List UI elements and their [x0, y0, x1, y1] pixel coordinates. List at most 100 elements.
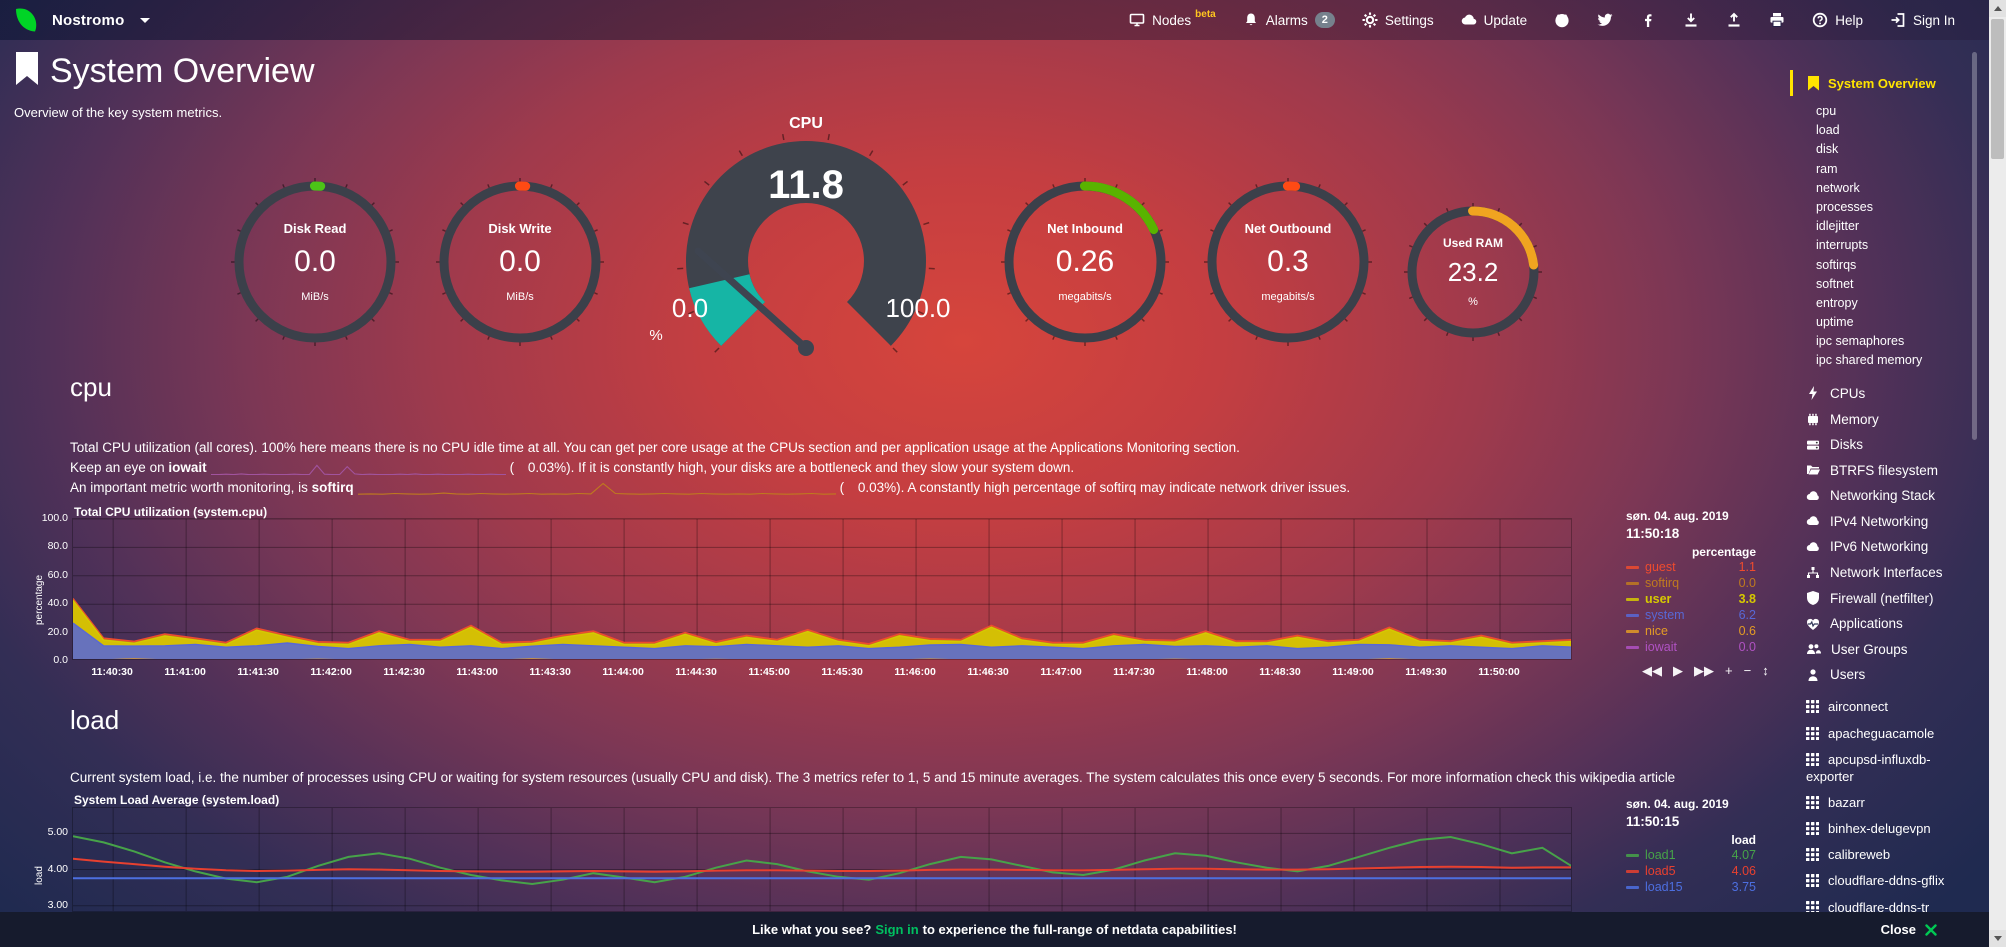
- sidebar-section-firewall[interactable]: Firewall (netfilter): [1790, 585, 1989, 611]
- x-tick-label: 11:44:00: [602, 666, 644, 678]
- sidebar-item-binhex-delugevpn[interactable]: binhex-delugevpn: [1790, 816, 1989, 842]
- sidebar-item-ipc-semaphores[interactable]: ipc semaphores: [1816, 334, 1905, 349]
- host-selector[interactable]: Nostromo: [0, 6, 151, 34]
- sidebar-item-processes[interactable]: processes: [1816, 199, 1873, 214]
- resize-icon[interactable]: ↕: [1762, 663, 1769, 678]
- page-scrollbar[interactable]: [1989, 0, 2006, 947]
- sidebar-item-bazarr[interactable]: bazarr: [1790, 789, 1989, 815]
- legend-row-guest[interactable]: guest 1.1: [1626, 559, 1756, 575]
- sidebar-item-entropy[interactable]: entropy: [1816, 295, 1858, 310]
- settings-label: Settings: [1384, 12, 1434, 28]
- nav-item-signin[interactable]: Sign In: [1890, 12, 1955, 28]
- nav-item-export[interactable]: [1726, 12, 1742, 28]
- x-tick-label: 11:41:00: [164, 666, 206, 678]
- x-tick-label: 11:45:00: [748, 666, 790, 678]
- legend-row-user[interactable]: user 3.8: [1626, 591, 1756, 607]
- nav-item-print[interactable]: [1769, 12, 1785, 28]
- help-icon: [1813, 12, 1828, 28]
- sidebar-item-ram[interactable]: ram: [1816, 161, 1838, 176]
- nav-item-facebook[interactable]: [1640, 12, 1656, 28]
- sidebar-item-cloudflare-ddns-gflix[interactable]: cloudflare-ddns-gflix: [1790, 868, 1989, 894]
- sidebar-item-calibreweb[interactable]: calibreweb: [1790, 842, 1989, 868]
- gauge-disk-write[interactable]: Disk Write 0.0 MiB/s: [435, 177, 605, 347]
- load-chart[interactable]: System Load Average (system.load) load 3…: [34, 793, 1788, 912]
- zoom-in-icon[interactable]: +: [1725, 663, 1733, 678]
- nav-item-settings[interactable]: Settings: [1362, 12, 1434, 28]
- legend-series-name: softirq: [1645, 576, 1680, 590]
- sidebar-item-airconnect[interactable]: airconnect: [1790, 694, 1989, 720]
- sidebar-section-disks[interactable]: Disks: [1790, 432, 1989, 458]
- sidebar-item-uptime[interactable]: uptime: [1816, 315, 1854, 330]
- scroll-down-button[interactable]: [1989, 930, 2006, 947]
- legend-row-system[interactable]: system 6.2: [1626, 607, 1756, 623]
- sidebar-item-ipc-shared-memory[interactable]: ipc shared memory: [1816, 353, 1923, 368]
- nav-item-nodes[interactable]: Nodes beta: [1129, 9, 1216, 28]
- legend-row-load15[interactable]: load15 3.75: [1626, 879, 1756, 895]
- sidebar-item-network[interactable]: network: [1816, 180, 1860, 195]
- sidebar-item-system-overview[interactable]: System Overview: [1790, 70, 1989, 96]
- pan-forward-icon[interactable]: ▶▶: [1694, 663, 1714, 678]
- legend-row-load1[interactable]: load1 4.07: [1626, 847, 1756, 863]
- nav-item-help[interactable]: Help: [1812, 12, 1863, 28]
- nav-item-alarms[interactable]: Alarms 2: [1243, 12, 1335, 28]
- legend-row-load5[interactable]: load5 4.06: [1626, 863, 1756, 879]
- gauge-cpu[interactable]: CPU 11.8 0.0 100.0 %: [649, 115, 956, 373]
- sidebar-section-network-interfaces[interactable]: Network Interfaces: [1790, 560, 1989, 586]
- sidebar-item-cpu[interactable]: cpu: [1816, 104, 1837, 118]
- sidebar-section-users[interactable]: Users: [1790, 662, 1989, 688]
- pan-backward-icon[interactable]: ◀◀: [1642, 663, 1662, 678]
- nav-item-import[interactable]: [1683, 12, 1699, 28]
- gauge-net-outbound[interactable]: Net Outbound 0.3 megabits/s: [1203, 177, 1373, 347]
- legend-series-value: 1.1: [1738, 560, 1756, 574]
- sidebar-item-disk[interactable]: disk: [1816, 142, 1839, 157]
- sidebar-item-load[interactable]: load: [1816, 123, 1840, 138]
- zoom-out-icon[interactable]: −: [1743, 663, 1752, 678]
- scrollbar-thumb[interactable]: [1991, 19, 2004, 159]
- sidebar-section-ipv4[interactable]: IPv4 Networking: [1790, 509, 1989, 535]
- sidebar-scrollbar[interactable]: [1972, 52, 1977, 440]
- sidebar-section-ipv6[interactable]: IPv6 Networking: [1790, 534, 1989, 560]
- x-tick-label: 11:47:00: [1040, 666, 1082, 678]
- x-tick-label: 11:42:30: [383, 666, 425, 678]
- x-tick-label: 11:48:30: [1259, 666, 1301, 678]
- banner-close-button[interactable]: Close: [1881, 922, 1937, 937]
- legend-row-softirq[interactable]: softirq 0.0: [1626, 575, 1756, 591]
- gauge-net-inbound[interactable]: Net Inbound 0.26 megabits/s: [1000, 177, 1170, 347]
- sidebar-section-networking-stack[interactable]: Networking Stack: [1790, 483, 1989, 509]
- legend-row-iowait[interactable]: iowait 0.0: [1626, 639, 1756, 655]
- grid-icon: [1806, 848, 1820, 862]
- gauge-value: 0.3: [1267, 245, 1309, 278]
- play-icon[interactable]: ▶: [1673, 663, 1683, 678]
- folder-open-icon: [1807, 465, 1820, 475]
- y-tick-label: 40.0: [47, 597, 68, 610]
- gauge-title: CPU: [789, 115, 823, 132]
- nav-item-github[interactable]: [1554, 12, 1570, 28]
- cpu-chart-plot[interactable]: [72, 518, 1572, 660]
- sidebar-section-memory[interactable]: Memory: [1790, 406, 1989, 432]
- x-tick-label: 11:48:00: [1186, 666, 1228, 678]
- nav-item-update[interactable]: Update: [1461, 12, 1527, 28]
- sidebar-section-applications[interactable]: Applications: [1790, 611, 1989, 637]
- scroll-up-button[interactable]: [1989, 0, 2006, 17]
- legend-row-nice[interactable]: nice 0.6: [1626, 623, 1756, 639]
- gauge-unit: megabits/s: [1261, 291, 1315, 303]
- sidebar-item-softnet[interactable]: softnet: [1816, 276, 1854, 291]
- nav-item-twitter[interactable]: [1597, 12, 1613, 28]
- sidebar-item-softirqs[interactable]: softirqs: [1816, 257, 1857, 272]
- banner-signin-link[interactable]: Sign in: [875, 922, 919, 937]
- cpu-chart[interactable]: Total CPU utilization (system.cpu) perce…: [34, 505, 1788, 687]
- sidebar-item-interrupts[interactable]: interrupts: [1816, 238, 1869, 253]
- gauge-disk-read[interactable]: Disk Read 0.0 MiB/s: [230, 177, 400, 347]
- cloud-icon: [1806, 542, 1819, 551]
- y-tick-label: 0.0: [53, 654, 68, 666]
- sidebar-section-user-groups[interactable]: User Groups: [1790, 637, 1989, 663]
- load-chart-plot[interactable]: [72, 807, 1572, 912]
- sidebar-section-btrfs[interactable]: BTRFS filesystem: [1790, 457, 1989, 483]
- monitor-icon: [1129, 13, 1145, 27]
- sidebar-section-cpus[interactable]: CPUs: [1790, 381, 1989, 407]
- sidebar-item-apcupsd-influxdb-exporter[interactable]: apcupsd-influxdb-exporter: [1806, 751, 1931, 784]
- legend-series-name: iowait: [1645, 640, 1677, 654]
- gauge-used-ram[interactable]: Used RAM 23.2 %: [1403, 202, 1543, 342]
- sidebar-item-idlejitter[interactable]: idlejitter: [1816, 219, 1860, 234]
- sidebar-item-apacheguacamole[interactable]: apacheguacamole: [1790, 720, 1989, 746]
